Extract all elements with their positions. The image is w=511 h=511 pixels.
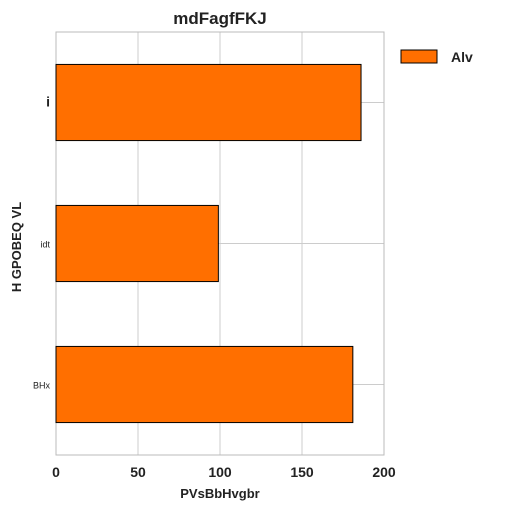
x-tick-labels: 0 50 100 150 200 (52, 464, 396, 480)
y-tick-labels: i idt BHx (33, 94, 51, 391)
y-tick-label: BHx (33, 381, 51, 391)
y-tick-label: idt (40, 240, 50, 250)
x-tick-label: 50 (130, 464, 146, 480)
legend-swatch (400, 49, 438, 64)
x-tick-label: 100 (208, 464, 232, 480)
legend-label: Alv (451, 49, 473, 65)
bar (55, 204, 219, 283)
bar (55, 345, 354, 424)
bars (55, 63, 362, 424)
bar (55, 63, 362, 142)
x-tick-label: 200 (372, 464, 396, 480)
x-tick-label: 150 (290, 464, 314, 480)
y-tick-label: i (46, 94, 50, 110)
x-axis-label: PVsBbHvgbr (180, 486, 259, 501)
x-tick-label: 0 (52, 464, 60, 480)
legend: Alv (400, 49, 473, 65)
chart-title: mdFagfFKJ (173, 9, 267, 28)
y-axis-label: H GPOBEQ VL (9, 202, 24, 292)
